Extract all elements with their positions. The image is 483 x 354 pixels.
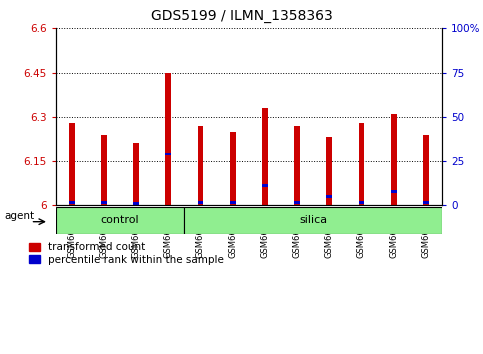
Bar [230,201,236,204]
Bar [294,126,300,205]
Bar [133,202,139,205]
Bar [56,207,185,234]
Bar [69,123,74,205]
Bar [327,137,332,205]
Bar [423,201,429,204]
Bar [327,195,332,198]
Text: silica: silica [299,215,327,225]
Legend: transformed count, percentile rank within the sample: transformed count, percentile rank withi… [29,242,224,265]
Bar [185,207,442,234]
Text: control: control [100,215,139,225]
Bar [165,73,171,205]
Bar [230,132,236,205]
Bar [198,201,203,204]
Bar [262,184,268,187]
Bar [165,153,171,155]
Bar [358,123,364,205]
Bar [69,201,74,204]
Text: GDS5199 / ILMN_1358363: GDS5199 / ILMN_1358363 [151,9,332,23]
Text: agent: agent [4,211,35,221]
Bar [391,114,397,205]
Bar [262,108,268,205]
Bar [101,201,107,204]
Bar [198,126,203,205]
Bar [391,190,397,193]
Bar [294,201,300,204]
Bar [101,135,107,205]
Bar [423,135,429,205]
Bar [133,143,139,205]
Bar [358,201,364,204]
